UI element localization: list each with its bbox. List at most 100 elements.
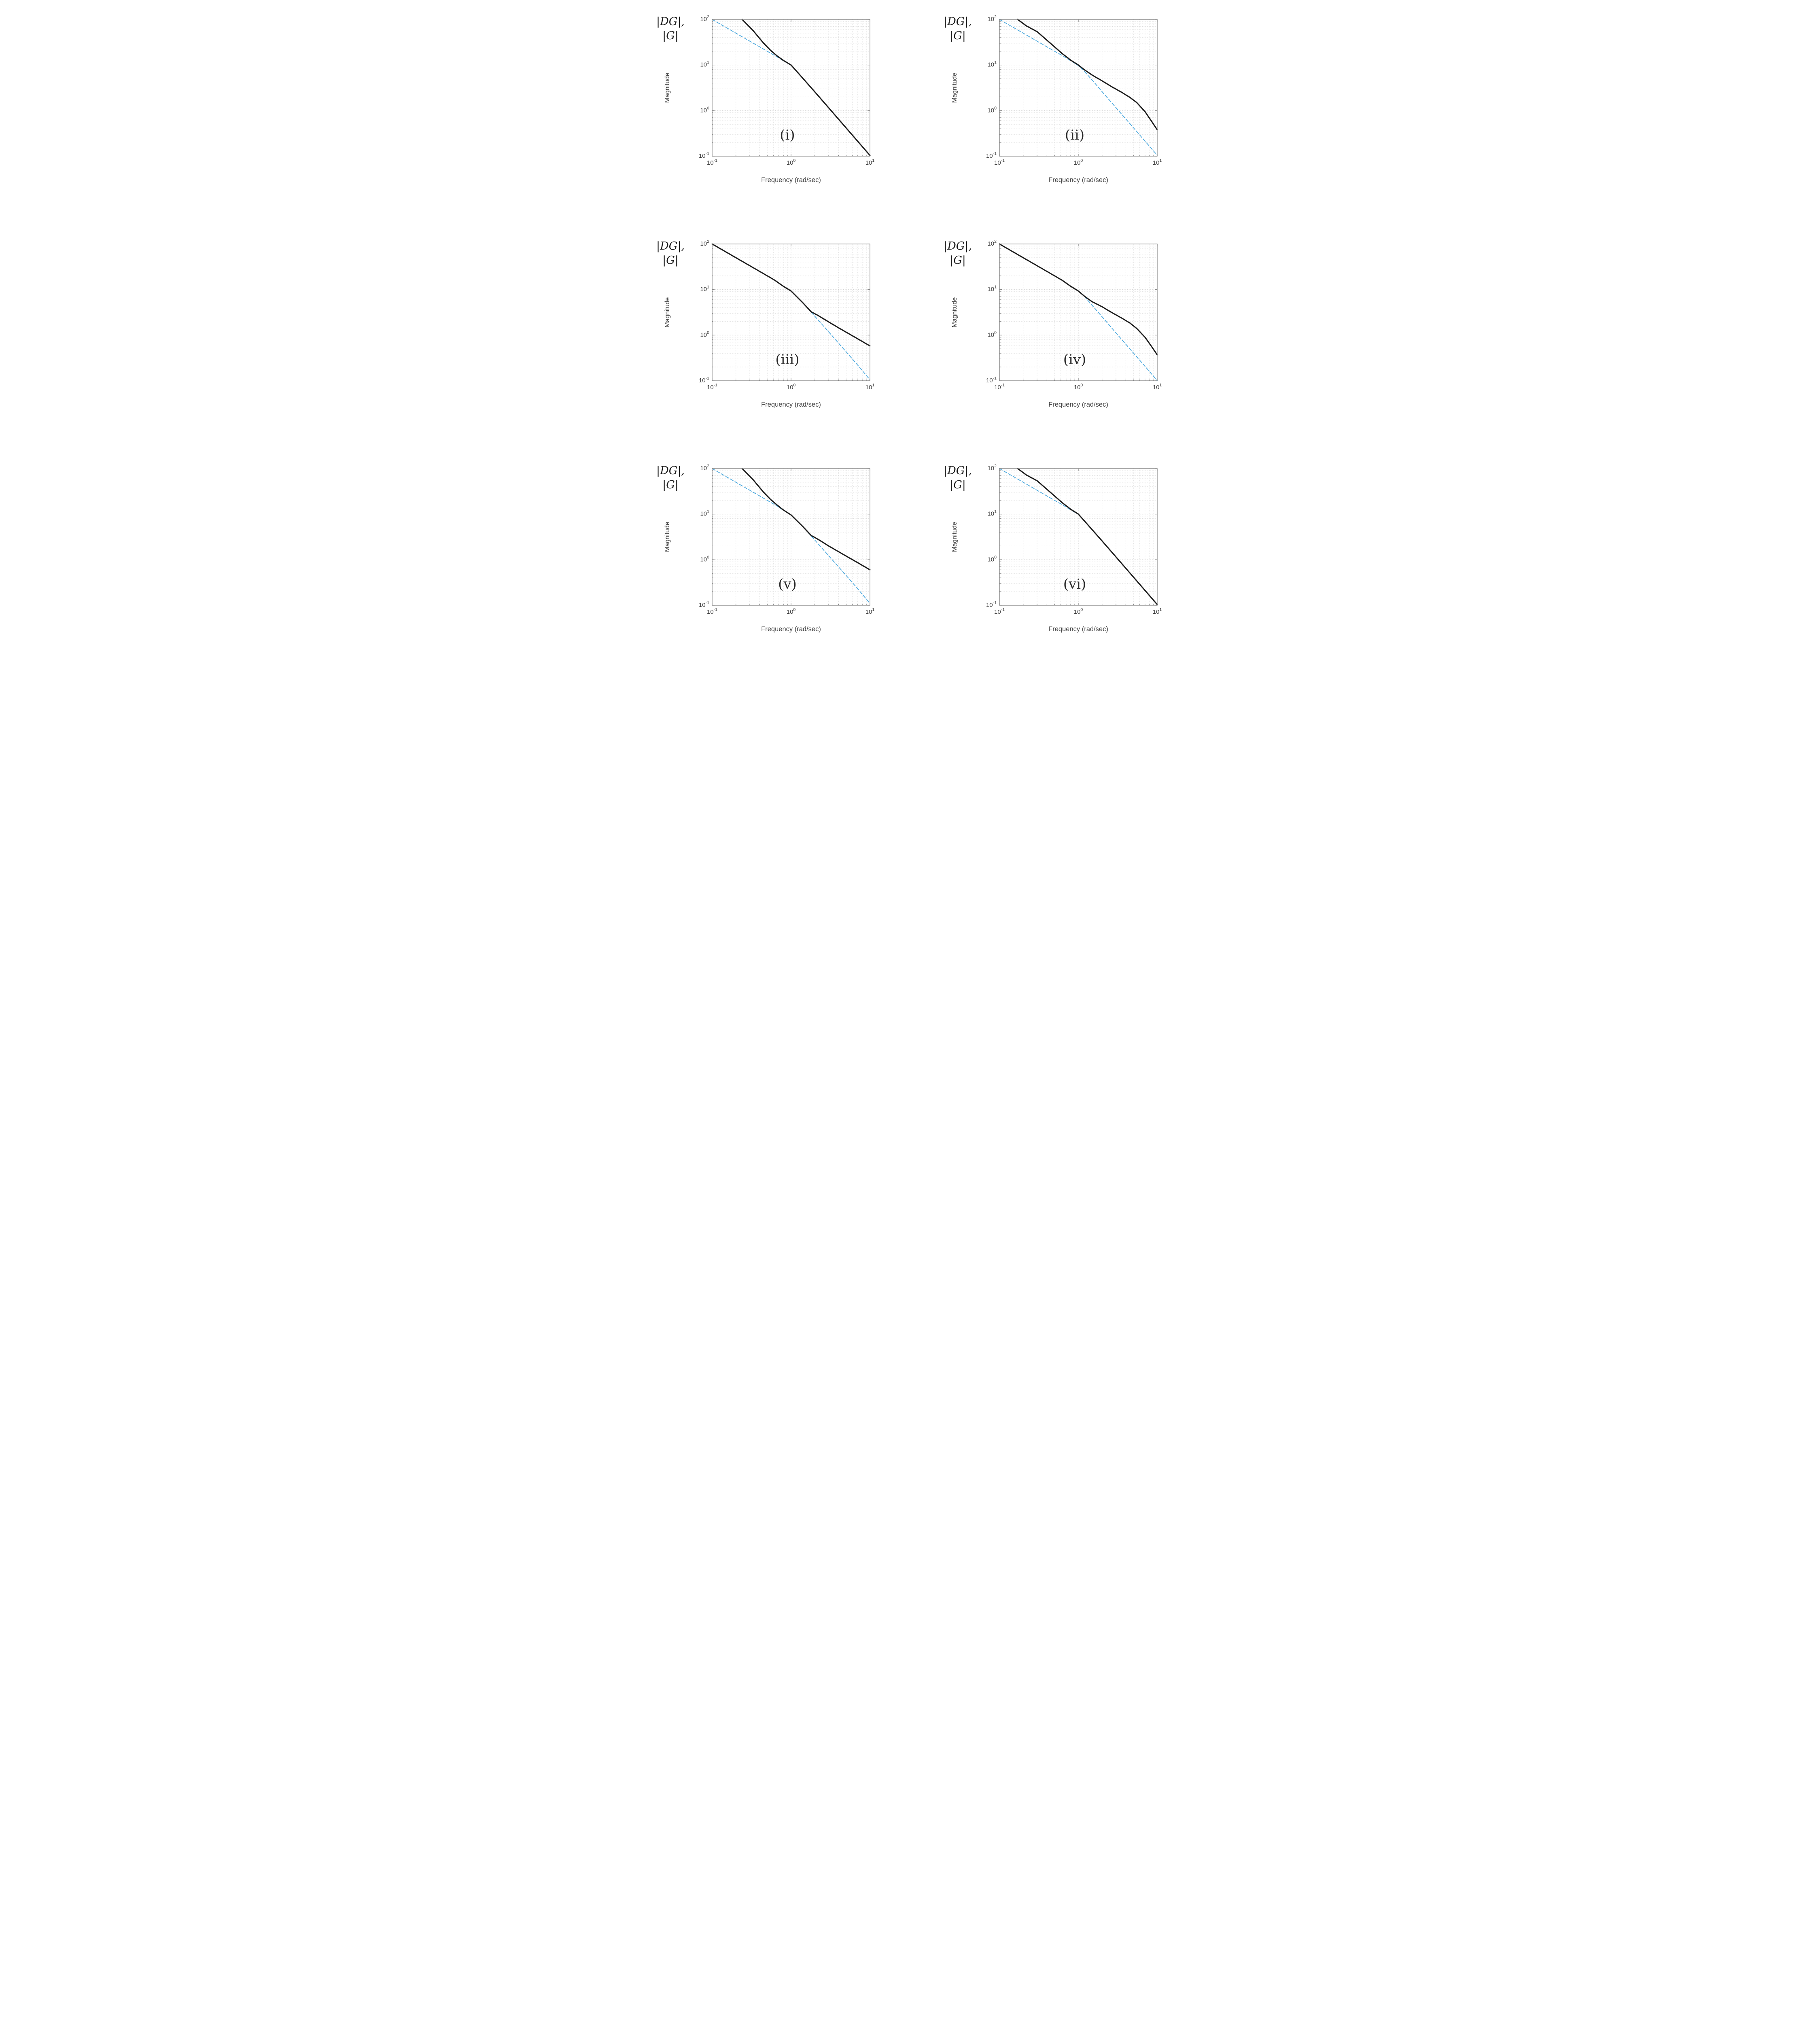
math-label-line1: |DG|, <box>944 240 972 252</box>
x-axis-title: Frequency (rad/sec) <box>761 626 821 633</box>
y-axis-title: Magnitude <box>664 522 671 552</box>
math-label-line2: |G| <box>662 30 679 42</box>
x-tick-label: 100 <box>1074 383 1083 391</box>
bode-plot-vi: |DG|, |G| Magnitude 10-1 100 101 10-1 100 101… <box>940 463 1167 641</box>
math-label-line2: |G| <box>662 479 679 492</box>
series-group <box>999 19 1158 156</box>
dg-magnitude-curve <box>1017 468 1158 605</box>
math-label-line1: |DG|, <box>656 464 685 477</box>
y-tick-label: 101 <box>987 509 997 517</box>
y-tick-label: 102 <box>987 464 997 472</box>
y-tick-label: 10-1 <box>986 600 997 609</box>
x-tick-label: 101 <box>865 607 875 615</box>
x-axis-title: Frequency (rad/sec) <box>761 401 821 408</box>
y-tick-label: 10-1 <box>699 600 709 609</box>
dg-magnitude-curve <box>999 243 1158 356</box>
series-group <box>712 468 871 604</box>
math-label-line2: |G| <box>950 479 966 492</box>
y-axis-title: Magnitude <box>664 72 671 103</box>
math-label-line1: |DG|, <box>656 15 685 28</box>
dg-magnitude-curve <box>741 468 871 570</box>
bode-axes-vi: 10-1 100 101 10-1 100 101 102 <box>986 464 1162 615</box>
y-tick-label: 101 <box>700 60 709 68</box>
math-label-line1: |DG|, <box>944 15 972 28</box>
tick-labels: 10-1 100 101 10-1 100 101 102 <box>699 15 874 166</box>
series-group <box>711 243 871 380</box>
x-axis-title: Frequency (rad/sec) <box>1048 401 1108 408</box>
y-tick-label: 10-1 <box>699 151 709 159</box>
y-tick-label: 102 <box>987 239 997 247</box>
y-axis-title: Magnitude <box>664 297 671 328</box>
y-tick-label: 100 <box>700 555 709 563</box>
g-magnitude-curve <box>999 19 1158 156</box>
y-tick-label: 10-1 <box>986 376 997 384</box>
dg-magnitude-curve <box>1017 19 1158 131</box>
plot-area-iii: 10-1 100 101 10-1 100 101 102 <box>687 238 877 412</box>
y-axis-math-label: |DG|, |G| <box>653 239 688 267</box>
subplot-label-ii: (ii) <box>1065 127 1085 143</box>
math-label-line2: |G| <box>950 254 966 267</box>
y-tick-label: 100 <box>700 330 709 338</box>
y-tick-label: 101 <box>987 60 997 68</box>
math-label-line2: |G| <box>662 254 679 267</box>
x-tick-label: 10-1 <box>707 158 717 166</box>
y-axis-math-label: |DG|, |G| <box>940 239 975 267</box>
x-tick-label: 101 <box>1153 158 1162 166</box>
subplot-label-i: (i) <box>780 127 795 143</box>
y-axis-title: Magnitude <box>951 72 958 103</box>
y-tick-label: 10-1 <box>699 376 709 384</box>
x-tick-label: 10-1 <box>994 607 1005 615</box>
x-tick-label: 10-1 <box>707 383 717 391</box>
bode-axes-ii: 10-1 100 101 10-1 100 101 102 <box>986 15 1162 166</box>
x-tick-label: 100 <box>787 383 796 391</box>
y-axis-math-label: |DG|, |G| <box>653 15 688 43</box>
bode-axes-iii: 10-1 100 101 10-1 100 101 102 <box>699 239 874 391</box>
x-axis-title: Frequency (rad/sec) <box>1048 176 1108 184</box>
y-tick-label: 100 <box>987 330 997 338</box>
x-tick-label: 101 <box>865 158 875 166</box>
y-axis-title: Magnitude <box>951 522 958 552</box>
tick-labels: 10-1 100 101 10-1 100 101 102 <box>699 464 874 615</box>
tick-marks <box>999 19 1158 157</box>
tick-labels: 10-1 100 101 10-1 100 101 102 <box>986 239 1162 391</box>
subplot-label-vi: (vi) <box>1063 576 1086 592</box>
y-tick-label: 100 <box>987 555 997 563</box>
y-tick-label: 10-1 <box>986 151 997 159</box>
math-label-line1: |DG|, <box>656 240 685 252</box>
y-axis-math-label: |DG|, |G| <box>653 464 688 492</box>
y-tick-label: 102 <box>700 15 709 23</box>
x-tick-label: 100 <box>787 607 796 615</box>
x-tick-label: 100 <box>1074 158 1083 166</box>
tick-labels: 10-1 100 101 10-1 100 101 102 <box>986 464 1162 615</box>
y-axis-math-label: |DG|, |G| <box>940 15 975 43</box>
bode-plot-ii: |DG|, |G| Magnitude 10-1 100 101 10-1 100 101… <box>940 14 1167 192</box>
subplot-label-iv: (iv) <box>1063 352 1086 368</box>
y-tick-label: 101 <box>700 509 709 517</box>
y-tick-label: 100 <box>987 106 997 114</box>
tick-labels: 10-1 100 101 10-1 100 101 102 <box>699 239 874 391</box>
tick-marks <box>712 19 870 157</box>
x-tick-label: 100 <box>787 158 796 166</box>
x-axis-title: Frequency (rad/sec) <box>1048 626 1108 633</box>
y-tick-label: 100 <box>700 106 709 114</box>
series-group <box>999 243 1158 381</box>
tick-marks <box>999 468 1158 606</box>
plot-area-v: 10-1 100 101 10-1 100 101 102 <box>687 463 877 637</box>
series-group <box>712 19 871 156</box>
y-axis-title: Magnitude <box>951 297 958 328</box>
plot-area-ii: 10-1 100 101 10-1 100 101 102 <box>974 14 1165 188</box>
x-tick-label: 10-1 <box>994 158 1005 166</box>
dg-magnitude-curve <box>711 243 871 347</box>
plot-area-iv: 10-1 100 101 10-1 100 101 102 <box>974 238 1165 412</box>
bode-plot-iv: |DG|, |G| Magnitude 10-1 100 101 10-1 100 101… <box>940 238 1167 416</box>
x-tick-label: 101 <box>1153 607 1162 615</box>
bode-plot-v: |DG|, |G| Magnitude 10-1 100 101 10-1 100 101… <box>653 463 880 641</box>
subplot-label-v: (v) <box>778 576 797 592</box>
bode-plot-i: |DG|, |G| Magnitude 10-1 100 101 10-1 100 101… <box>653 14 880 192</box>
y-tick-label: 101 <box>987 285 997 293</box>
plot-area-i: 10-1 100 101 10-1 100 101 102 <box>687 14 877 188</box>
plot-area-vi: 10-1 100 101 10-1 100 101 102 <box>974 463 1165 637</box>
y-tick-label: 102 <box>987 15 997 23</box>
tick-marks <box>999 244 1158 381</box>
x-tick-label: 10-1 <box>707 607 717 615</box>
